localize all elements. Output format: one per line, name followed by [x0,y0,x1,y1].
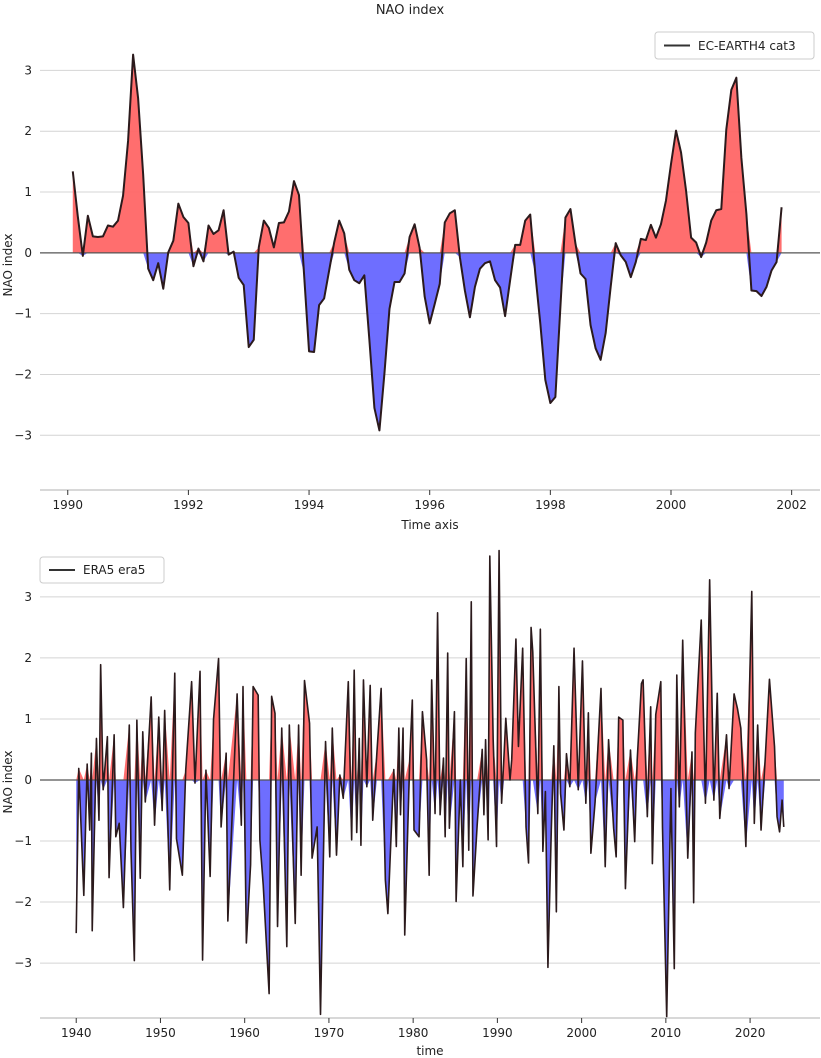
y-axis-label: NAO index [1,233,15,296]
x-tick-label: 1990 [52,498,83,512]
legend-box [39,556,165,584]
y-tick-label: −1 [14,307,32,321]
x-tick-label: 1992 [173,498,204,512]
y-tick-label: −2 [14,895,32,909]
y-tick-label: −1 [14,834,32,848]
axes: −3 −2 −1 0 1 2 3 1940 1950 1960 1970 1980 1990 2000 20… [14,590,820,1040]
x-axis-label: time [416,1044,443,1058]
data-marks [40,549,820,1018]
y-tick-label: −3 [14,956,32,970]
x-tick-label: 1990 [482,1026,513,1040]
x-tick-label: 2002 [776,498,807,512]
legend: EC-EARTH4 cat3 [654,31,815,60]
y-tick-label: −3 [14,428,32,442]
grid-lines [40,596,820,964]
x-tick-label: 1998 [535,498,566,512]
y-tick-label: 1 [24,185,32,199]
legend-label: EC-EARTH4 cat3 [698,39,796,53]
legend-box [654,31,815,60]
x-tick-label: 1940 [61,1026,92,1040]
y-axis-label: NAO index [1,750,15,813]
legend: ERA5 era5 [39,556,165,584]
axes: −3 −2 −1 0 1 2 3 1990 1992 1994 1996 1998 2000 2002 [14,63,820,512]
x-tick-label: 1960 [229,1026,260,1040]
y-tick-label: 3 [24,590,32,604]
y-tick-label: 0 [24,246,32,260]
x-tick-label: 2010 [651,1026,682,1040]
y-tick-label: 1 [24,712,32,726]
x-tick-label: 1970 [314,1026,345,1040]
y-tick-label: 3 [24,63,32,77]
series-line [71,53,783,432]
y-tick-label: 2 [24,124,32,138]
figure-title: NAO index [376,3,445,18]
x-tick-label: 1950 [145,1026,176,1040]
bottom-chart-era5: −3 −2 −1 0 1 2 3 1940 1950 1960 1970 1980 1990 2000 20… [1,549,820,1058]
x-tick-label: 2020 [735,1026,766,1040]
x-tick-label: 2000 [656,498,687,512]
legend-label: ERA5 era5 [83,563,145,577]
top-chart-ec-earth4: −3 −2 −1 0 1 2 3 1990 1992 1994 1996 1998 2000 2002 T… [1,31,820,532]
y-tick-label: −2 [14,367,32,381]
negative-fill-area [72,252,782,431]
x-tick-label: 1980 [398,1026,429,1040]
x-axis-label: Time axis [400,518,458,532]
x-tick-label: 2000 [566,1026,597,1040]
y-tick-label: 0 [24,773,32,787]
positive-fill-area [72,54,782,253]
data-marks [40,53,820,432]
series-line [75,549,785,1018]
x-tick-label: 1996 [414,498,445,512]
y-tick-label: 2 [24,651,32,665]
x-tick-label: 1994 [294,498,325,512]
